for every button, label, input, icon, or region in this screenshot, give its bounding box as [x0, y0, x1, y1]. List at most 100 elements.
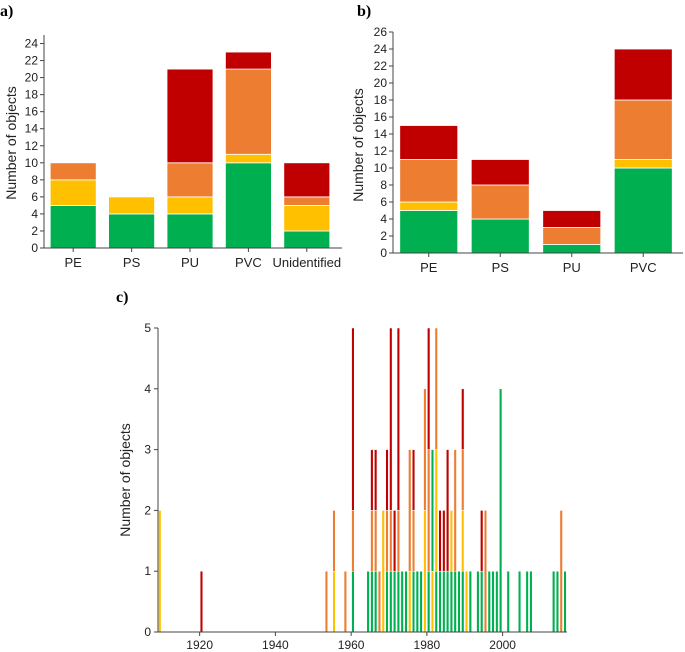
y-tick-label: 3 [144, 443, 151, 457]
bar-segment-red [389, 327, 393, 511]
bar-segment-red [199, 570, 204, 633]
bar-segment-orange [324, 570, 328, 633]
bar-segment-orange [396, 510, 400, 572]
bar-segment-green [555, 570, 559, 633]
bar-segment-red [351, 327, 355, 511]
bar-segment-red [438, 510, 442, 572]
chart-a-xticks: PE PS PU PVC Unidentified [65, 248, 341, 270]
chart-c-ylabel: Number of objects [117, 423, 133, 537]
bar-segment-yellow [49, 179, 97, 206]
y-tick-label: 4 [31, 207, 38, 221]
bar-segment-red [393, 510, 397, 572]
chart-a-ylabel: Number of objects [3, 86, 19, 200]
bar-segment-green [453, 570, 457, 633]
bar-segment-green [415, 570, 419, 633]
chart-b: b) Number of objects 0246810121416182022… [350, 3, 683, 275]
y-tick-label: 24 [374, 42, 388, 56]
y-tick-label: 2 [380, 229, 387, 243]
x-tick-label: 1940 [262, 638, 289, 652]
y-tick-label: 4 [144, 382, 151, 396]
bar-segment-green [499, 388, 503, 633]
bar-segment-green [49, 204, 97, 249]
y-tick-label: 6 [31, 190, 38, 204]
bar-segment-yellow [613, 159, 673, 169]
panel-b-label: b) [357, 3, 371, 20]
bar-segment-green [457, 570, 461, 633]
bar-segment-green [449, 570, 453, 633]
y-tick-label: 24 [25, 37, 39, 51]
bar-segment-red [461, 388, 465, 450]
bar-segment-green [446, 570, 450, 633]
bar-segment-red [374, 449, 378, 511]
y-tick-label: 20 [25, 71, 39, 85]
bar-segment-orange [351, 510, 355, 572]
x-tick-label: 1960 [338, 638, 365, 652]
bar-segment-orange [434, 327, 438, 450]
bar-segment-green [506, 570, 510, 633]
bar-segment-red [224, 51, 272, 70]
bar-segment-green [393, 570, 397, 633]
bar-segment-green [613, 167, 673, 254]
bar-segment-yellow [449, 510, 453, 572]
bar-segment-orange [374, 510, 378, 572]
bar-segment-red [370, 449, 374, 511]
bar-segment-orange [399, 159, 459, 203]
y-tick-label: 2 [31, 224, 38, 238]
bar-segment-red [411, 449, 416, 511]
bar-segment-orange [461, 449, 465, 511]
x-tick-label: 2000 [489, 638, 516, 652]
bar-segment-green [385, 570, 389, 633]
bar-segment-green [518, 570, 522, 633]
bar-segment-green [461, 570, 465, 633]
bar-segment-green [470, 218, 530, 254]
bar-segment-green [396, 570, 400, 633]
bar-segment-orange [343, 570, 347, 633]
bar-segment-yellow [332, 570, 336, 633]
y-tick-label: 5 [144, 321, 151, 335]
chart-a: a) Number of objects 0246810121416182022… [0, 3, 342, 270]
x-tick-label: PE [420, 260, 438, 275]
y-tick-label: 0 [380, 246, 387, 260]
bar-segment-orange [385, 510, 389, 572]
chart-b-xticks: PE PS PU PVC [420, 253, 657, 275]
x-tick-label: PU [563, 260, 581, 275]
chart-c-yticks: 0 1 2 3 4 5 [144, 321, 158, 639]
bar-segment-green [491, 570, 495, 633]
x-tick-label: PS [492, 260, 510, 275]
bar-segment-orange [408, 449, 412, 572]
bar-segment-yellow [408, 570, 412, 633]
x-tick-label: PVC [630, 260, 657, 275]
y-tick-label: 12 [374, 144, 388, 158]
bar-segment-green [283, 230, 331, 249]
bar-segment-orange [283, 196, 331, 206]
bar-segment-red [442, 510, 446, 572]
bar-segment-yellow [283, 204, 331, 232]
bar-segment-orange [377, 570, 381, 633]
bar-segment-red [470, 159, 530, 186]
y-tick-label: 18 [374, 93, 388, 107]
x-tick-label: 1980 [414, 638, 441, 652]
bar-segment-orange [411, 510, 416, 572]
bar-segment-green [542, 244, 602, 254]
bar-segment-yellow [224, 153, 272, 164]
bar-segment-yellow [166, 196, 214, 215]
y-tick-label: 0 [144, 625, 151, 639]
bar-segment-orange [389, 510, 393, 572]
y-tick-label: 18 [25, 88, 39, 102]
x-tick-label: PU [181, 255, 199, 270]
bar-segment-orange [332, 510, 336, 572]
x-tick-label: PVC [235, 255, 262, 270]
bar-segment-orange [427, 449, 431, 572]
bar-segment-green [374, 570, 378, 633]
x-tick-label: Unidentified [272, 255, 341, 270]
y-tick-label: 4 [380, 212, 387, 226]
chart-c-bars [158, 327, 567, 633]
bar-segment-orange [423, 388, 427, 511]
y-tick-label: 22 [25, 54, 39, 68]
bar-segment-orange [49, 162, 97, 181]
bar-segment-orange [470, 184, 530, 220]
y-tick-label: 16 [25, 105, 39, 119]
y-tick-label: 22 [374, 59, 388, 73]
y-tick-label: 0 [31, 241, 38, 255]
